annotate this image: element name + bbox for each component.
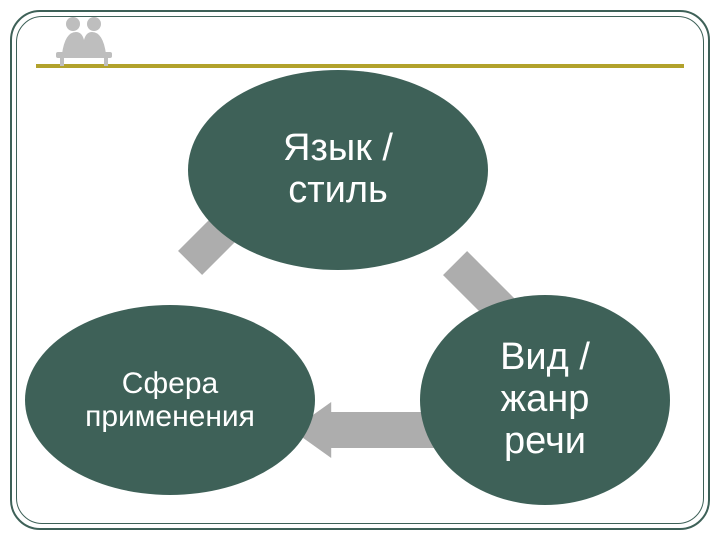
node-top-label: Язык /стиль (283, 128, 393, 212)
header-rule (36, 64, 684, 68)
node-left-label: Сфераприменения (85, 367, 255, 433)
node-top: Язык /стиль (188, 70, 488, 270)
node-left: Сфераприменения (25, 305, 315, 495)
node-right-label: Вид /жанрречи (500, 337, 590, 462)
people-icon (52, 14, 116, 66)
node-right: Вид /жанрречи (420, 295, 670, 505)
